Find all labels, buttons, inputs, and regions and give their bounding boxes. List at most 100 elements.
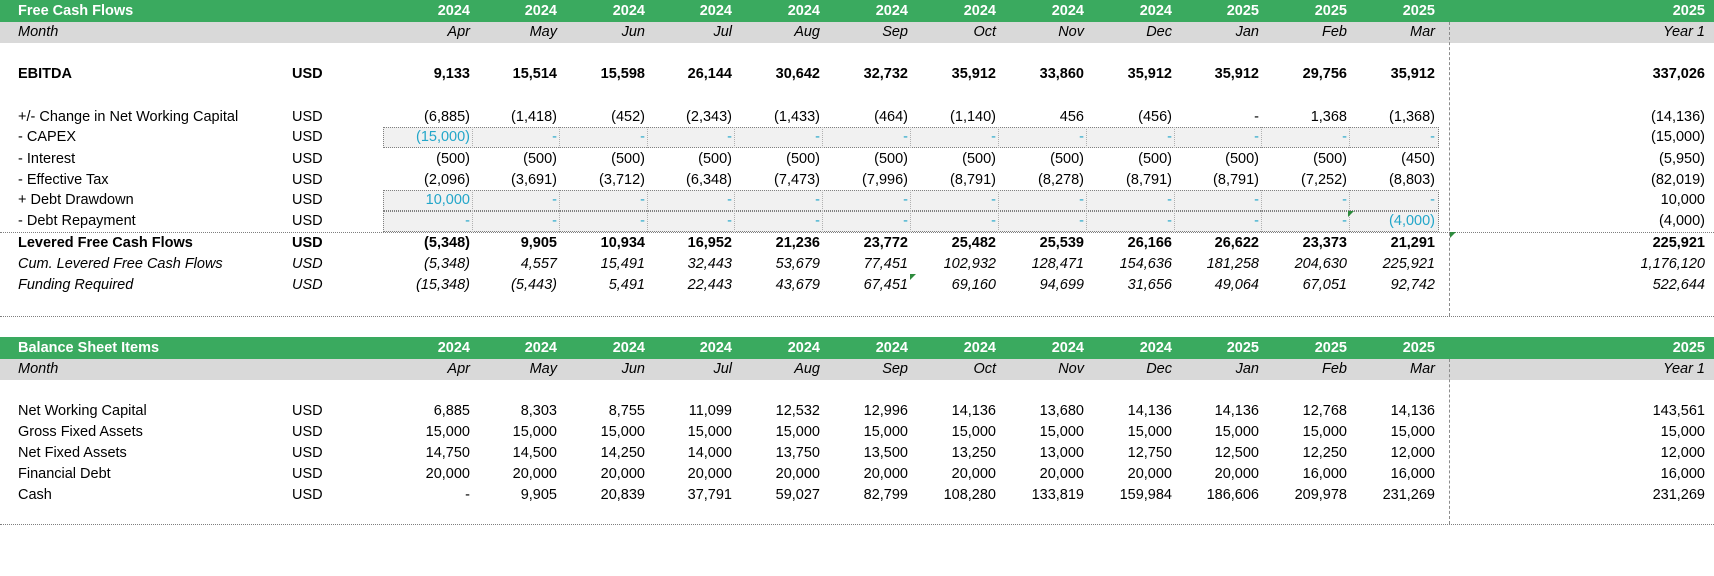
section1-month-7: Nov [1058, 24, 1084, 40]
section2-year-0: 2024 [437, 340, 470, 356]
repayment-value-11[interactable]: (4,000) [1389, 213, 1435, 229]
cum-lfcf-value-7: 128,471 [1031, 256, 1084, 272]
tax-value-11: (8,803) [1389, 172, 1435, 188]
drawdown-unit: USD [292, 192, 323, 208]
repayment-value-2[interactable]: - [640, 213, 645, 229]
tax-label: - Effective Tax [18, 172, 109, 188]
lfcf-unit: USD [292, 235, 323, 251]
section1-month-0: Apr [447, 24, 470, 40]
capex-value-11[interactable]: - [1430, 129, 1435, 145]
section2-month-1: May [529, 361, 557, 377]
capex-value-10[interactable]: - [1342, 129, 1347, 145]
section1-year-1: 2024 [524, 3, 557, 19]
bs-row-4-value-11: 231,269 [1382, 487, 1435, 503]
repayment-input-divider-11 [1349, 211, 1350, 232]
drawdown-value-2[interactable]: - [640, 192, 645, 208]
capex-value-3[interactable]: - [727, 129, 732, 145]
lfcf-value-1: 9,905 [520, 235, 557, 251]
capex-value-2[interactable]: - [640, 129, 645, 145]
section2-month-9: Jan [1235, 361, 1259, 377]
bs-row-1-value-3: 15,000 [687, 424, 732, 440]
bs-row-2-value-11: 12,000 [1390, 445, 1435, 461]
capex-value-4[interactable]: - [815, 129, 820, 145]
repayment-value-4[interactable]: - [815, 213, 820, 229]
interest-value-1: (500) [523, 151, 557, 167]
repayment-value-8[interactable]: - [1167, 213, 1172, 229]
repayment-value-5[interactable]: - [903, 213, 908, 229]
comment-indicator-3 [1450, 232, 1456, 238]
drawdown-input-divider-8 [1086, 190, 1087, 211]
capex-value-7[interactable]: - [1079, 129, 1084, 145]
repayment-value-3[interactable]: - [727, 213, 732, 229]
section2-month-10: Feb [1322, 361, 1347, 377]
capex-value-1[interactable]: - [552, 129, 557, 145]
bs-row-0-value-2: 8,755 [608, 403, 645, 419]
section1-month-8: Dec [1146, 24, 1172, 40]
section2-year-4: 2024 [787, 340, 820, 356]
drawdown-value-10[interactable]: - [1342, 192, 1347, 208]
funding-value-2: 5,491 [608, 277, 645, 293]
bs-row-4-value-10: 209,978 [1294, 487, 1347, 503]
repayment-value-1[interactable]: - [552, 213, 557, 229]
drawdown-value-8[interactable]: - [1167, 192, 1172, 208]
repayment-input-divider-8 [1086, 211, 1087, 232]
bs-row-3-value-5: 20,000 [863, 466, 908, 482]
drawdown-value-11[interactable]: - [1430, 192, 1435, 208]
drawdown-value-0[interactable]: 10,000 [425, 192, 470, 208]
comment-indicator-2 [1348, 211, 1354, 217]
drawdown-value-5[interactable]: - [903, 192, 908, 208]
bs-row-3-value-0: 20,000 [425, 466, 470, 482]
bs-row-4-value-7: 133,819 [1031, 487, 1084, 503]
nwc-value-3: (2,343) [686, 109, 732, 125]
repayment-input-divider-3 [647, 211, 648, 232]
nwc-value-11: (1,368) [1389, 109, 1435, 125]
section1-total-year: 2025 [1672, 3, 1705, 19]
section1-title: Free Cash Flows [18, 3, 134, 19]
lfcf-value-5: 23,772 [863, 235, 908, 251]
section1-subheader-bar [0, 22, 1714, 43]
section1-total-label: Year 1 [1663, 24, 1705, 40]
bs-row-4-value-2: 20,839 [600, 487, 645, 503]
repayment-value-6[interactable]: - [991, 213, 996, 229]
drawdown-value-9[interactable]: - [1254, 192, 1259, 208]
lfcf-value-9: 26,622 [1214, 235, 1259, 251]
section2-sub-label: Month [18, 361, 59, 377]
bs-row-3-value-3: 20,000 [687, 466, 732, 482]
ebitda-value-11: 35,912 [1390, 66, 1435, 82]
drawdown-value-3[interactable]: - [727, 192, 732, 208]
drawdown-total: 10,000 [1660, 192, 1705, 208]
section2-month-2: Jun [621, 361, 645, 377]
capex-value-9[interactable]: - [1254, 129, 1259, 145]
capex-value-8[interactable]: - [1167, 129, 1172, 145]
section2-total-label: Year 1 [1663, 361, 1705, 377]
interest-total: (5,950) [1659, 151, 1705, 167]
bs-row-4-value-6: 108,280 [943, 487, 996, 503]
drawdown-value-4[interactable]: - [815, 192, 820, 208]
capex-value-0[interactable]: (15,000) [415, 129, 470, 145]
funding-label: Funding Required [18, 277, 134, 293]
drawdown-value-1[interactable]: - [552, 192, 557, 208]
bs-row-3-value-6: 20,000 [951, 466, 996, 482]
capex-value-6[interactable]: - [991, 129, 996, 145]
section2-month-7: Nov [1058, 361, 1084, 377]
repayment-value-10[interactable]: - [1342, 213, 1347, 229]
comment-indicator-1 [910, 274, 916, 280]
repayment-input-divider-1 [472, 211, 473, 232]
section2-year-5: 2024 [875, 340, 908, 356]
repayment-value-7[interactable]: - [1079, 213, 1084, 229]
drawdown-value-6[interactable]: - [991, 192, 996, 208]
drawdown-value-7[interactable]: - [1079, 192, 1084, 208]
nwc-value-2: (452) [611, 109, 645, 125]
repayment-value-9[interactable]: - [1254, 213, 1259, 229]
drawdown-input-divider-5 [822, 190, 823, 211]
bs-row-4-value-5: 82,799 [863, 487, 908, 503]
interest-value-4: (500) [786, 151, 820, 167]
bs-row-4-value-1: 9,905 [520, 487, 557, 503]
bs-row-4-value-3: 37,791 [687, 487, 732, 503]
bs-row-4-value-8: 159,984 [1119, 487, 1172, 503]
tax-value-3: (6,348) [686, 172, 732, 188]
capex-value-5[interactable]: - [903, 129, 908, 145]
repayment-input-divider-9 [1174, 211, 1175, 232]
repayment-value-0[interactable]: - [465, 213, 470, 229]
